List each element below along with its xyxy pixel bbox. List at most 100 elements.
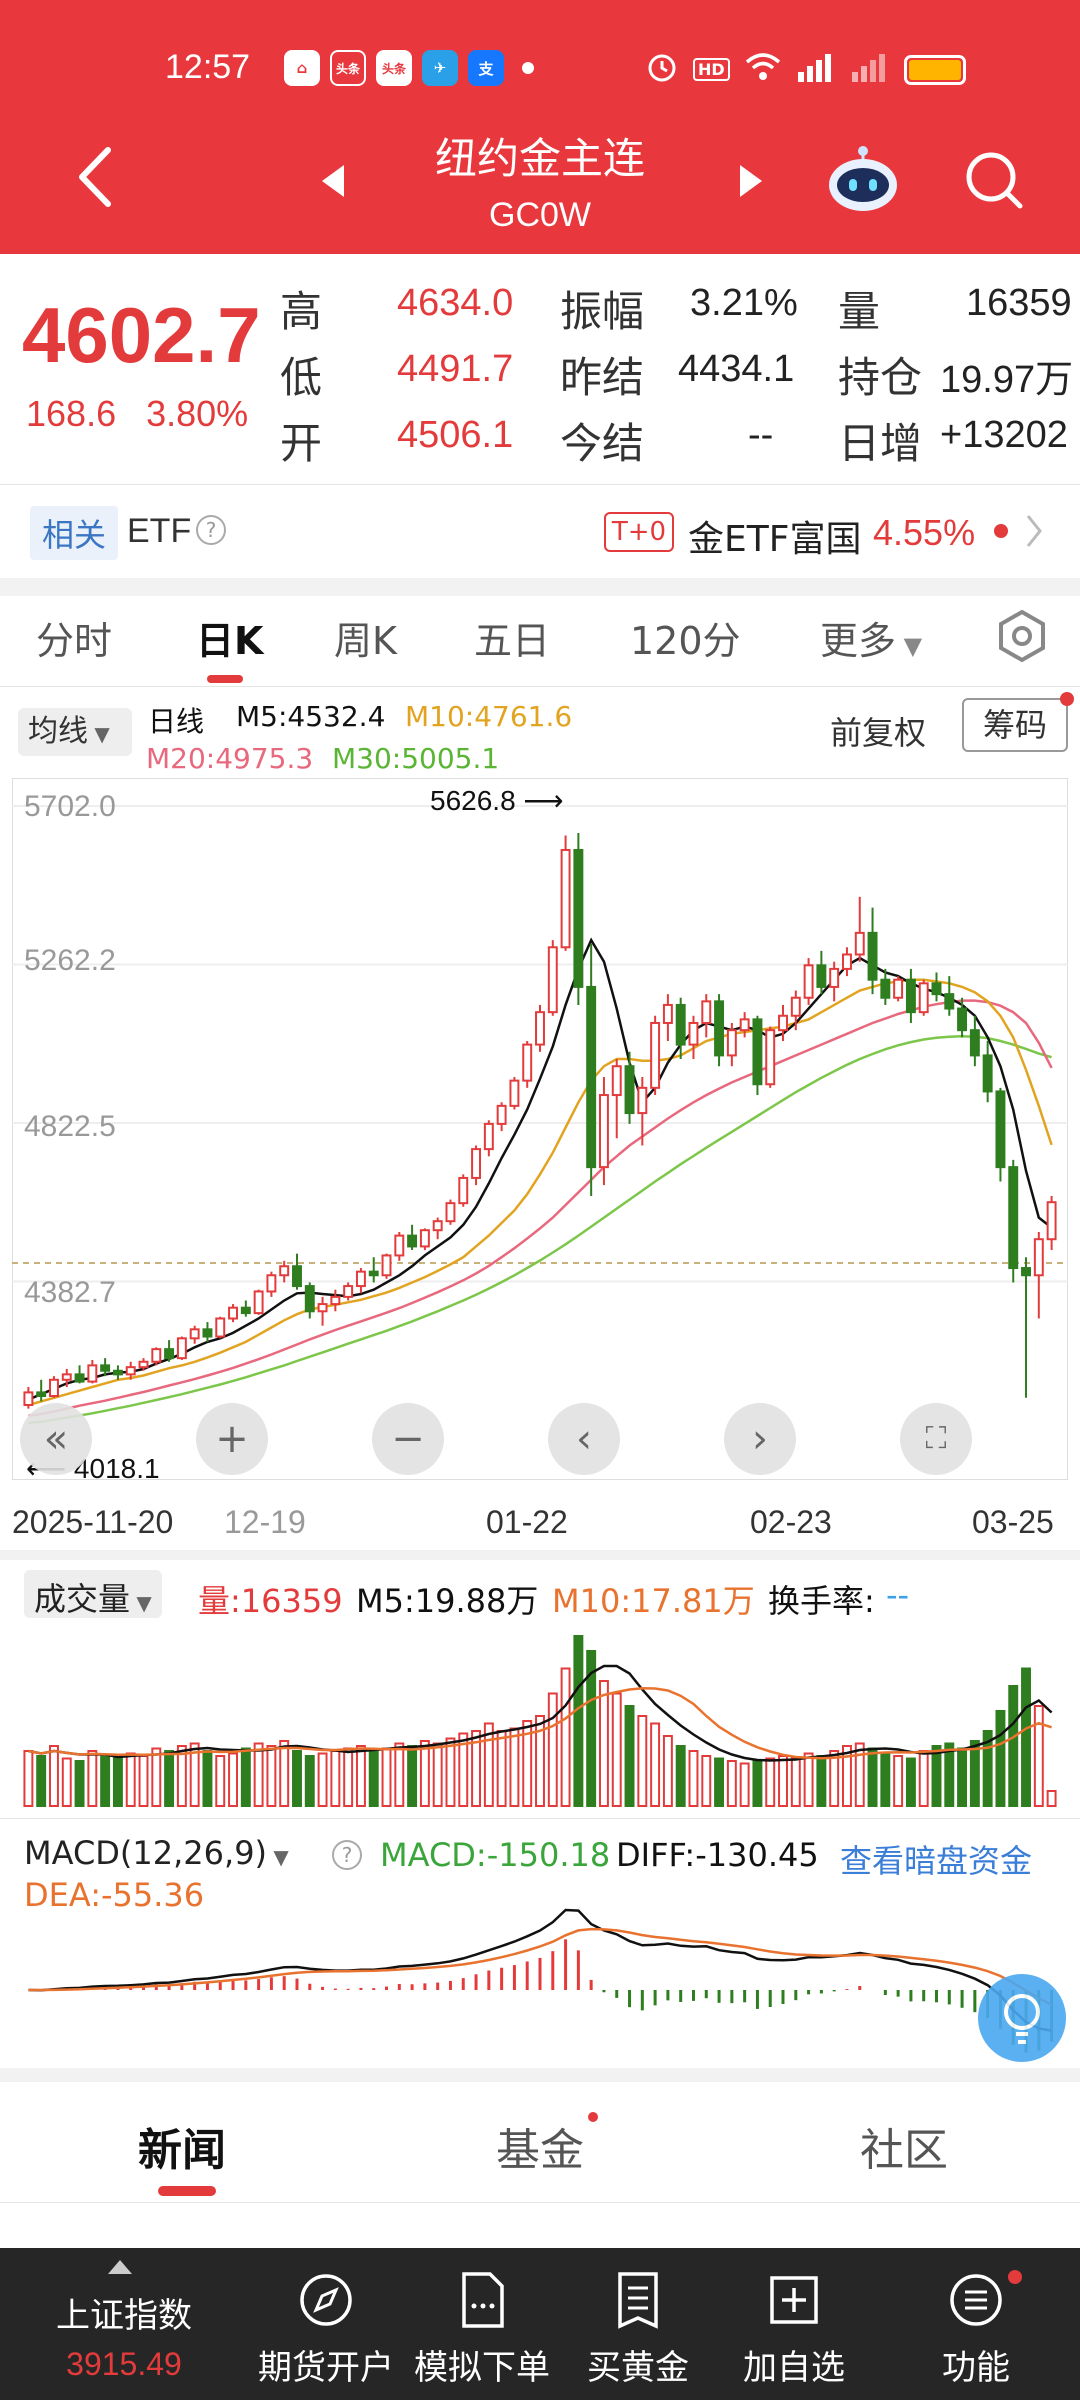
candle-body	[650, 1021, 661, 1089]
volume-bar	[100, 1755, 111, 1807]
tab-community[interactable]: 社区	[860, 2125, 948, 2176]
x-axis-tick: 02-23	[750, 1504, 832, 1540]
volume-value: 16359	[966, 282, 1072, 324]
battery-icon	[903, 54, 966, 85]
daily-increase-label: 日增	[838, 419, 923, 468]
macd-indicator-select[interactable]: MACD(12,26,9) ▼	[24, 1834, 289, 1872]
tab-daily-k[interactable]: 日K	[196, 619, 264, 663]
scroll-right-button[interactable]: ›	[724, 1403, 796, 1475]
chart-settings-icon[interactable]	[994, 608, 1050, 668]
candle-body	[138, 1360, 149, 1369]
dark-pool-funds-link[interactable]: 查看暗盘资金	[840, 1842, 1033, 1880]
kline-chart[interactable]	[12, 778, 1068, 1480]
volume-bar	[957, 1747, 968, 1807]
candle-body	[215, 1317, 226, 1338]
tab-weekly-k[interactable]: 周K	[334, 619, 397, 663]
volume-bar	[816, 1755, 827, 1807]
volume-bar	[458, 1732, 469, 1807]
candle-body	[688, 1021, 699, 1046]
tips-bulb-icon[interactable]	[978, 1974, 1066, 2062]
tab-news[interactable]: 新闻	[138, 2125, 226, 2176]
volume-bar	[790, 1757, 801, 1807]
volume-bar	[893, 1755, 904, 1807]
functions-button[interactable]: 功能	[896, 2248, 1056, 2400]
notification-dot-icon	[1060, 692, 1074, 706]
divider	[0, 484, 1080, 485]
back-icon[interactable]	[70, 142, 120, 216]
x-axis-tick: 01-22	[486, 1504, 568, 1540]
chevron-right-icon[interactable]	[1024, 512, 1044, 554]
low-label: 低	[280, 353, 323, 402]
ma-selector[interactable]: 均线 ▼	[18, 708, 132, 756]
candle-body	[931, 982, 942, 996]
turnover-label: 换手率:	[768, 1582, 875, 1620]
volume-current: 量:16359	[198, 1582, 343, 1620]
zoom-in-button[interactable]: +	[196, 1403, 268, 1475]
help-icon[interactable]: ?	[196, 515, 226, 545]
tab-120min[interactable]: 120分	[630, 619, 741, 663]
high-label: 高	[280, 287, 323, 336]
candle-body	[419, 1229, 430, 1248]
add-watchlist-button[interactable]: 加自选	[714, 2248, 874, 2400]
candle-body	[292, 1265, 302, 1288]
volume-indicator-label: 成交量	[34, 1580, 131, 1618]
amplitude-value: 3.21%	[690, 282, 798, 324]
candle-body	[918, 982, 929, 1014]
related-etf-name[interactable]: 金ETF富国	[688, 519, 862, 560]
divider	[0, 1818, 1080, 1819]
candle-body	[381, 1254, 392, 1277]
turnover-value: --	[886, 1576, 910, 1614]
tab-funds[interactable]: 基金	[496, 2125, 584, 2176]
candle-body	[176, 1337, 187, 1360]
tab-five-day[interactable]: 五日	[474, 619, 551, 663]
section-gap	[0, 1550, 1080, 1560]
volume-bar	[752, 1760, 763, 1807]
scroll-left-button[interactable]: ‹	[548, 1403, 620, 1475]
ma5-line	[27, 937, 1053, 1401]
chip-distribution-button[interactable]: 筹码	[962, 698, 1068, 752]
notification-dot-icon	[1008, 2270, 1022, 2284]
robot-assistant-icon[interactable]	[826, 145, 900, 217]
volume-bar	[215, 1755, 226, 1807]
volume-indicator-select[interactable]: 成交量 ▼	[24, 1570, 162, 1618]
diff-value: DIFF:-130.45	[616, 1836, 819, 1874]
prev-settle-label: 昨结	[560, 353, 645, 402]
volume-bar	[228, 1752, 239, 1807]
candle-body	[586, 985, 597, 1169]
volume-bar	[87, 1750, 98, 1807]
volume-bar	[688, 1750, 699, 1807]
open-value: 4506.1	[397, 414, 514, 456]
candle-body	[957, 1007, 968, 1032]
volume-bar	[74, 1760, 85, 1807]
volume-bar	[675, 1745, 686, 1807]
jump-start-button[interactable]: «	[20, 1403, 92, 1475]
fullscreen-icon[interactable]: ⛶	[900, 1403, 972, 1475]
volume-bar	[969, 1740, 980, 1807]
volume-ma5-line	[28, 1664, 1053, 1762]
help-icon[interactable]: ?	[332, 1840, 362, 1870]
candle-body	[100, 1364, 111, 1372]
futures-account-button[interactable]: 期货开户	[246, 2248, 406, 2400]
simulated-order-button[interactable]: 模拟下单	[402, 2248, 562, 2400]
volume-bar	[867, 1747, 878, 1807]
candle-body	[189, 1328, 200, 1340]
volume-bar	[841, 1745, 852, 1807]
dea-value: DEA:-55.36	[24, 1876, 205, 1914]
dea-line	[28, 1927, 1053, 2006]
candle-body	[803, 964, 814, 999]
buy-gold-button[interactable]: 买黄金	[558, 2248, 718, 2400]
candle-body	[1008, 1166, 1019, 1270]
tab-intraday[interactable]: 分时	[36, 619, 113, 663]
prev-contract-icon[interactable]	[318, 163, 348, 203]
volume-bar	[701, 1755, 712, 1807]
next-contract-icon[interactable]	[736, 163, 766, 203]
adjust-mode-label[interactable]: 前复权	[830, 714, 927, 752]
candle-body	[535, 1011, 545, 1046]
index-ticker[interactable]: 上证指数 3915.49	[44, 2248, 204, 2400]
tab-more[interactable]: 更多 ▼	[820, 610, 922, 665]
settle-label: 今结	[560, 419, 645, 468]
volume-bar	[931, 1745, 942, 1807]
search-icon[interactable]	[962, 148, 1026, 216]
zoom-out-button[interactable]: −	[372, 1403, 444, 1475]
volume-bar	[61, 1757, 72, 1807]
